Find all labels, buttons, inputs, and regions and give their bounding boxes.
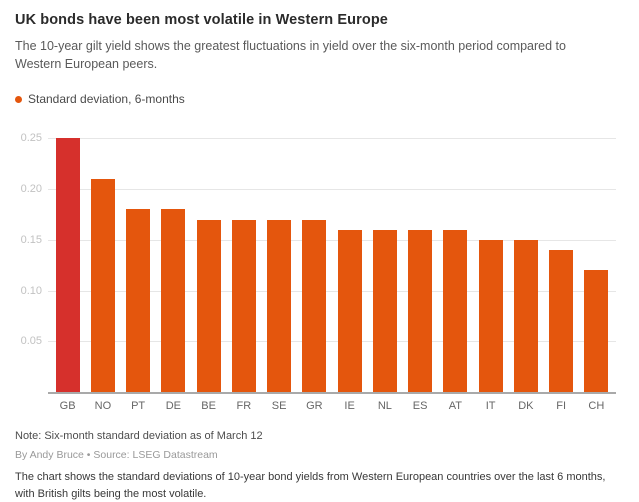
gridline (48, 239, 616, 241)
bar-chart: 0.05 0.10 0.15 0.20 0.25 GB NO PT DE BE FR SE GR IE N… (15, 132, 616, 412)
x-tick-label: AT (448, 400, 462, 413)
x-tick-label: SE (271, 400, 287, 413)
x-tick-label: BE (201, 400, 216, 413)
bar-CH (584, 270, 609, 393)
bar-BE (196, 219, 221, 393)
bar-column (50, 138, 85, 393)
bar-NO (90, 178, 115, 393)
x-tick-label: IE (344, 400, 355, 413)
bar-column (85, 138, 120, 393)
bar-column (508, 138, 543, 393)
bar-DK (513, 239, 538, 393)
bar-column (121, 138, 156, 393)
chart-legend: Standard deviation, 6-months (15, 92, 624, 106)
x-tick-label: CH (588, 400, 605, 413)
bar-column (297, 138, 332, 393)
bars-container (50, 138, 614, 393)
y-tick-label: 0.10 (20, 284, 42, 297)
gridline (48, 189, 616, 191)
x-tick-label: NO (94, 400, 112, 413)
chart-note: Note: Six-month standard deviation as of… (15, 430, 263, 443)
bar-GB (55, 138, 80, 393)
chart-description: The chart shows the standard deviations … (15, 471, 606, 500)
y-tick-label: 0.15 (20, 233, 42, 246)
bar-column (332, 138, 367, 393)
y-tick-label: 0.20 (20, 183, 42, 196)
bar-AT (443, 229, 468, 393)
x-tick-label: ES (412, 400, 428, 413)
bar-column (473, 138, 508, 393)
x-tick-label: DE (165, 400, 182, 413)
bar-IT (478, 239, 503, 393)
bar-column (262, 138, 297, 393)
chart-byline: By Andy Bruce • Source: LSEG Datastream (15, 449, 218, 462)
bar-NL (372, 229, 397, 393)
gridline (48, 138, 616, 140)
bar-column (191, 138, 226, 393)
x-tick-label: NL (377, 400, 392, 413)
x-axis-labels: GB NO PT DE BE FR SE GR IE NL ES AT IT DK FI CH (50, 400, 614, 412)
x-tick-label: IT (485, 400, 496, 413)
legend-label: Standard deviation, 6-months (28, 92, 185, 107)
bar-PT (126, 209, 151, 393)
bar-column (156, 138, 191, 393)
x-tick-label: PT (131, 400, 146, 413)
bar-FI (549, 250, 574, 393)
y-tick-label: 0.25 (20, 132, 42, 145)
bar-column (367, 138, 402, 393)
page-title: UK bonds have been most volatile in West… (15, 12, 388, 28)
x-tick-label: FI (556, 400, 567, 413)
x-tick-label: GB (59, 400, 76, 413)
bar-GR (302, 219, 327, 393)
legend-dot-icon (15, 95, 22, 103)
chart-subtitle: The 10-year gilt yield shows the greates… (15, 39, 566, 72)
x-tick-label: DK (518, 400, 534, 413)
bar-SE (267, 219, 292, 393)
gridline (48, 341, 616, 343)
bar-IE (337, 229, 362, 393)
bar-FR (231, 219, 256, 393)
x-tick-label: FR (236, 400, 252, 413)
bar-ES (408, 229, 433, 393)
bar-column (226, 138, 261, 393)
gridline (48, 290, 616, 292)
bar-DE (161, 209, 186, 393)
y-tick-label: 0.05 (20, 335, 42, 348)
x-tick-label: GR (306, 400, 323, 413)
bar-column (579, 138, 614, 393)
plot-area: 0.05 0.10 0.15 0.20 0.25 (21, 132, 616, 395)
bar-column (544, 138, 579, 393)
bar-column (438, 138, 473, 393)
bar-column (403, 138, 438, 393)
